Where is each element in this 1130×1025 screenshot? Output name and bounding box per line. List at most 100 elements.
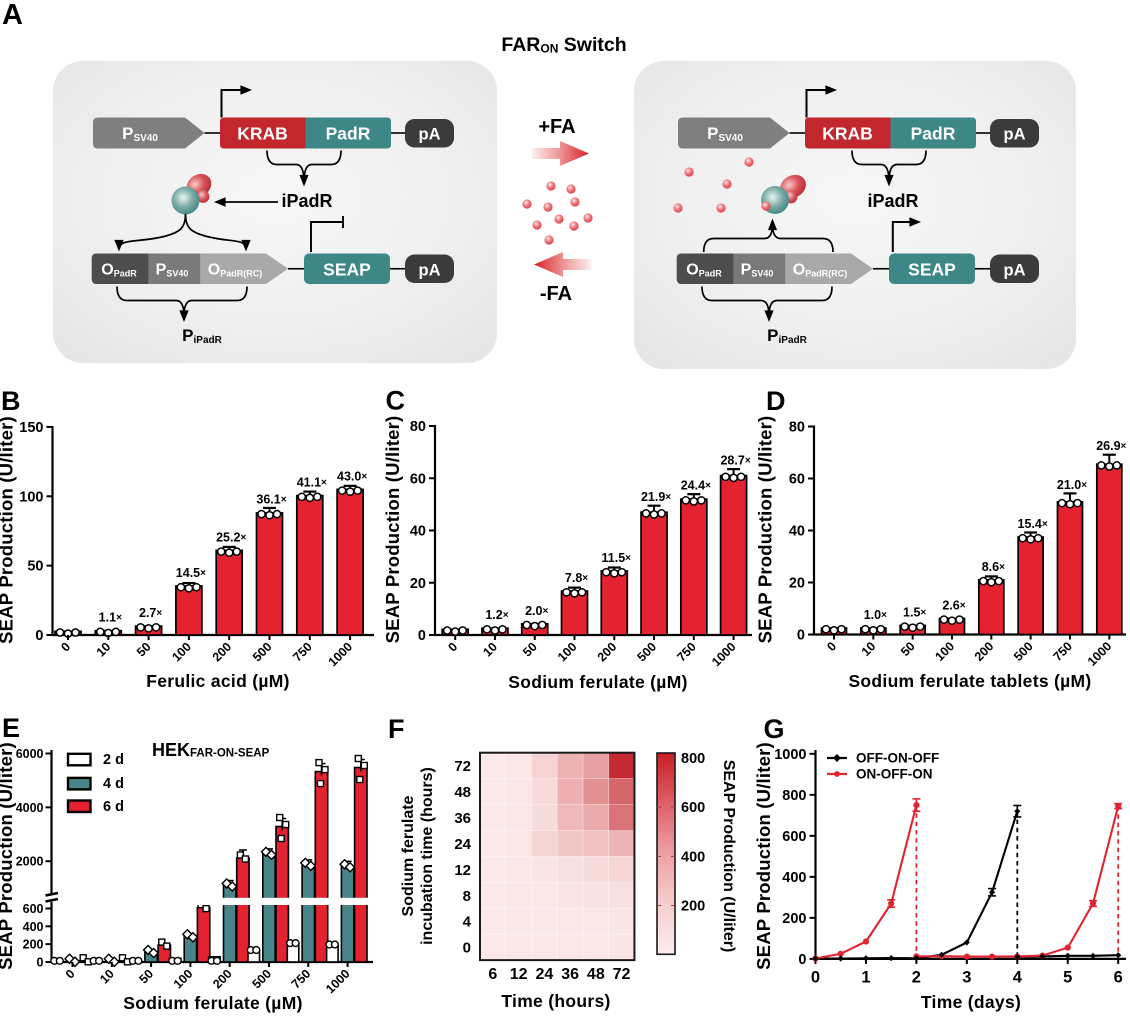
svg-text:80: 80	[410, 419, 426, 435]
svg-text:SEAP Production (U/liter): SEAP Production (U/liter)	[720, 760, 737, 953]
svg-text:1.1×: 1.1×	[99, 611, 122, 625]
svg-text:11.5×: 11.5×	[602, 551, 632, 565]
svg-text:400: 400	[681, 849, 705, 865]
svg-text:pA: pA	[419, 126, 441, 144]
svg-text:15.4×: 15.4×	[1018, 517, 1048, 531]
svg-text:pA: pA	[1004, 262, 1026, 280]
svg-text:2.0×: 2.0×	[525, 604, 548, 618]
svg-text:iPadR: iPadR	[867, 191, 918, 211]
svg-text:SEAP: SEAP	[908, 260, 956, 280]
svg-text:100: 100	[19, 489, 43, 505]
svg-text:PadR: PadR	[326, 124, 371, 144]
svg-text:60: 60	[789, 472, 805, 488]
svg-text:0: 0	[798, 952, 806, 968]
svg-text:SEAP Production (U/liter): SEAP Production (U/liter)	[755, 416, 776, 644]
svg-text:800: 800	[681, 751, 705, 767]
svg-text:OFF-ON-OFF: OFF-ON-OFF	[856, 751, 939, 766]
svg-text:2.7×: 2.7×	[139, 606, 162, 620]
svg-text:SEAP Production (U/liter): SEAP Production (U/liter)	[753, 742, 774, 970]
svg-text:150: 150	[19, 420, 43, 436]
svg-text:1.2×: 1.2×	[485, 608, 508, 622]
svg-text:6000: 6000	[16, 747, 44, 761]
svg-text:D: D	[766, 386, 786, 416]
svg-text:0: 0	[418, 628, 426, 644]
svg-text:0: 0	[35, 628, 43, 644]
svg-text:2.6×: 2.6×	[942, 598, 965, 612]
svg-text:0: 0	[797, 628, 805, 644]
svg-text:1.0×: 1.0×	[864, 608, 887, 622]
svg-text:0: 0	[811, 968, 820, 986]
svg-text:48: 48	[587, 966, 605, 983]
svg-text:F: F	[388, 714, 405, 744]
svg-text:600: 600	[23, 902, 44, 916]
svg-text:Sodium ferulate (µM): Sodium ferulate (µM)	[123, 993, 302, 1013]
svg-text:400: 400	[782, 870, 806, 886]
svg-text:400: 400	[23, 920, 44, 934]
svg-text:0: 0	[37, 956, 44, 970]
svg-text:SEAP Production (U/liter): SEAP Production (U/liter)	[0, 416, 17, 644]
svg-text:41.1×: 41.1×	[297, 476, 327, 490]
svg-text:4 d: 4 d	[103, 776, 124, 792]
svg-text:600: 600	[681, 800, 705, 816]
svg-text:40: 40	[410, 524, 426, 540]
svg-text:200: 200	[782, 911, 806, 927]
svg-text:25.2×: 25.2×	[216, 530, 246, 544]
svg-text:50: 50	[27, 559, 43, 575]
svg-text:14.5×: 14.5×	[176, 566, 206, 580]
svg-text:26.9×: 26.9×	[1096, 439, 1126, 453]
svg-text:SEAP: SEAP	[323, 260, 371, 280]
svg-text:Sodium ferulate (µM): Sodium ferulate (µM)	[508, 672, 687, 692]
svg-text:SEAP Production (U/liter): SEAP Production (U/liter)	[0, 742, 16, 970]
svg-text:2: 2	[912, 968, 921, 986]
svg-text:24: 24	[535, 966, 553, 983]
svg-text:36: 36	[561, 966, 579, 983]
svg-text:6: 6	[488, 966, 497, 983]
svg-text:7.8×: 7.8×	[565, 571, 588, 585]
svg-text:21.0×: 21.0×	[1057, 478, 1087, 492]
svg-text:72: 72	[613, 966, 631, 983]
svg-text:80: 80	[789, 420, 805, 436]
svg-text:4000: 4000	[16, 801, 44, 815]
svg-text:+FA: +FA	[538, 116, 575, 138]
svg-text:pA: pA	[1004, 126, 1026, 144]
svg-text:FARON Switch: FARON Switch	[501, 34, 626, 56]
svg-text:800: 800	[782, 788, 806, 804]
svg-text:1: 1	[861, 968, 870, 986]
svg-text:G: G	[764, 714, 785, 744]
svg-text:20: 20	[410, 576, 426, 592]
svg-text:KRAB: KRAB	[822, 124, 873, 144]
svg-text:24.4×: 24.4×	[681, 479, 711, 493]
svg-text:B: B	[1, 386, 21, 416]
svg-text:0: 0	[463, 940, 471, 957]
svg-text:E: E	[2, 713, 20, 743]
svg-text:1.5×: 1.5×	[903, 605, 926, 619]
svg-text:Time (hours): Time (hours)	[501, 991, 610, 1011]
svg-text:2000: 2000	[16, 855, 44, 869]
svg-text:28.7×: 28.7×	[720, 454, 750, 468]
svg-text:12: 12	[454, 862, 471, 879]
svg-text:60: 60	[410, 471, 426, 487]
svg-text:A: A	[2, 0, 23, 31]
svg-text:72: 72	[454, 758, 471, 775]
svg-text:ON-OFF-ON: ON-OFF-ON	[856, 767, 933, 782]
svg-text:PadR: PadR	[911, 124, 956, 144]
svg-text:Sodium ferulate: Sodium ferulate	[400, 795, 417, 916]
svg-text:5: 5	[1063, 968, 1072, 986]
svg-text:C: C	[386, 386, 406, 416]
svg-text:8: 8	[463, 888, 471, 905]
svg-text:4: 4	[1013, 968, 1023, 986]
svg-text:8.6×: 8.6×	[982, 560, 1005, 574]
svg-text:iPadR: iPadR	[281, 191, 332, 211]
svg-text:36.1×: 36.1×	[256, 492, 286, 506]
svg-text:200: 200	[23, 938, 44, 952]
svg-text:Ferulic acid (µM): Ferulic acid (µM)	[146, 671, 290, 691]
svg-text:40: 40	[789, 524, 805, 540]
svg-text:43.0×: 43.0×	[337, 469, 367, 483]
svg-text:SEAP Production (U/liter): SEAP Production (U/liter)	[382, 416, 403, 644]
svg-text:200: 200	[681, 899, 705, 915]
svg-text:3: 3	[962, 968, 971, 986]
svg-text:36: 36	[454, 810, 471, 827]
svg-text:12: 12	[510, 966, 528, 983]
svg-text:6: 6	[1114, 968, 1123, 986]
svg-text:Time (days): Time (days)	[921, 992, 1021, 1012]
